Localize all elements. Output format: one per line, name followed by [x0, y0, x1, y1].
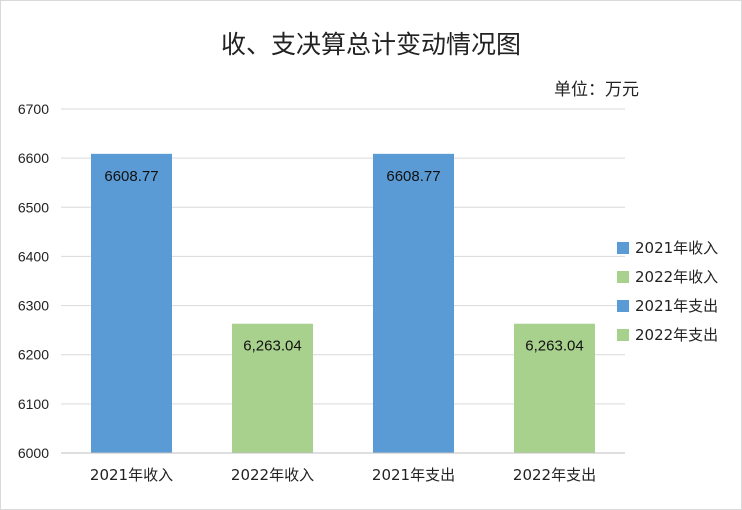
unit-label: 单位：万元 [554, 80, 639, 100]
data-label: 6,263.04 [243, 338, 301, 355]
legend-label: 2022年收入 [635, 268, 719, 286]
data-label: 6608.77 [386, 168, 440, 185]
legend-item: 2022年支出 [617, 320, 718, 349]
bar [91, 153, 172, 454]
legend-item: 2022年收入 [617, 262, 718, 291]
y-tick-label: 6500 [18, 199, 49, 215]
y-tick-label: 6400 [18, 248, 49, 264]
legend-label: 2021年支出 [635, 297, 719, 315]
chart-title: 收、支决算总计变动情况图 [220, 30, 521, 59]
x-tick-label: 2021年支出 [372, 466, 455, 484]
data-label: 6608.77 [104, 168, 158, 185]
bar [232, 323, 313, 453]
data-label: 6,263.04 [525, 338, 583, 355]
bar [373, 153, 454, 454]
x-tick-label: 2022年支出 [513, 466, 596, 484]
y-tick-label: 6600 [18, 150, 49, 166]
legend-swatch [617, 328, 629, 341]
legend-swatch [617, 241, 629, 254]
legend-swatch [617, 299, 629, 312]
legend-item: 2021年收入 [617, 233, 718, 262]
y-tick-label: 6700 [18, 101, 49, 117]
legend-item: 2021年支出 [617, 291, 718, 320]
legend-label: 2021年收入 [635, 239, 719, 257]
legend-swatch [617, 270, 629, 283]
y-tick-label: 6200 [18, 347, 49, 363]
x-tick-label: 2022年收入 [231, 466, 314, 484]
bar [514, 323, 595, 453]
y-tick-label: 6100 [18, 396, 49, 412]
y-tick-label: 6000 [18, 445, 49, 461]
legend-label: 2022年支出 [635, 326, 719, 344]
chart-legend: 2021年收入 2022年收入 2021年支出 2022年支出 [617, 233, 718, 349]
x-tick-label: 2021年收入 [90, 466, 173, 484]
y-tick-label: 6300 [18, 298, 49, 314]
